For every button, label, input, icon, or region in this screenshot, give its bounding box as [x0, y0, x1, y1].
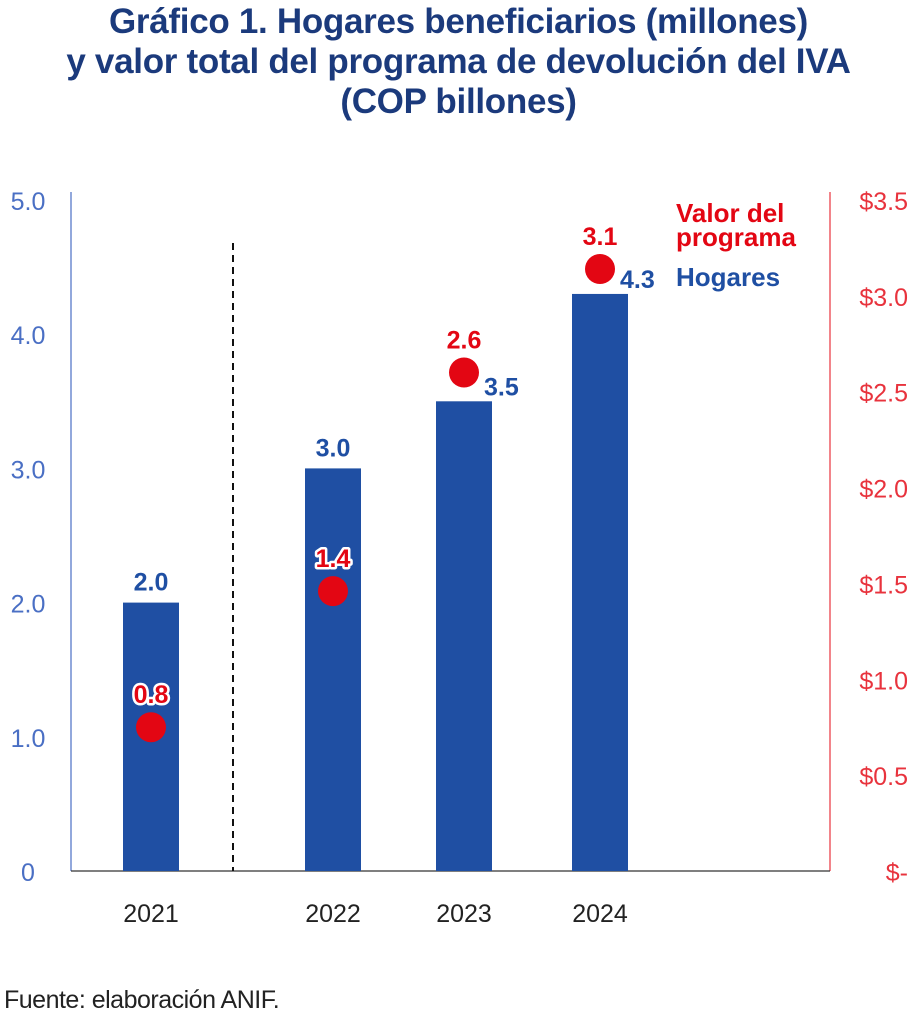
dot-label-2024: 3.1: [583, 223, 618, 251]
x-tick-label: 2024: [572, 900, 628, 928]
bar-label-2024: 4.3: [620, 266, 655, 294]
dot-valor-2024: [585, 254, 615, 285]
right-tick-label: $3.5: [859, 188, 908, 216]
x-tick-label: 2021: [123, 900, 179, 928]
legend-valor-line-1: Valor del: [676, 198, 784, 228]
axes: 0 1.0 2.0 3.0 4.0 5.0 $- $0.5 $1.0 $1.5 $2.0 $2.5 $3…: [11, 188, 908, 928]
left-tick-label: 3.0: [11, 456, 46, 484]
right-tick-label: $2.5: [859, 380, 908, 408]
bar-hogares-2023: [436, 401, 492, 871]
x-tick-label: 2023: [436, 900, 492, 928]
right-tick-label: $0.5: [859, 763, 908, 791]
bar-label-2023: 3.5: [484, 373, 519, 401]
dot-valor-2023: [449, 357, 479, 388]
left-tick-label: 1.0: [11, 725, 46, 753]
dot-valor-2022: [318, 576, 348, 607]
dot-valor-2021: [136, 712, 166, 743]
legend-hogares: Hogares: [676, 262, 780, 292]
title-line-2: y valor total del programa de devolución…: [66, 42, 851, 81]
legend-valor-line-2: programa: [676, 222, 796, 252]
dot-label-2021: 0.8: [134, 681, 169, 709]
title-line-3: (COP billones): [340, 82, 577, 121]
chart-title: Gráfico 1. Hogares beneficiarios (millon…: [0, 2, 917, 122]
left-tick-label: 0: [21, 859, 35, 887]
dots-valor: [136, 254, 615, 743]
dot-label-2023: 2.6: [447, 327, 482, 355]
source-note: Fuente: elaboración ANIF.: [4, 986, 280, 1014]
bar-label-2022: 3.0: [316, 434, 351, 462]
bars-hogares: [123, 293, 628, 871]
left-tick-label: 4.0: [11, 322, 46, 350]
left-tick-label: 2.0: [11, 591, 46, 619]
right-tick-label: $3.0: [859, 284, 908, 312]
x-tick-label: 2022: [305, 900, 361, 928]
data-labels: 2.0 3.0 3.5 4.3 0.8 1.4 2.6 3.1: [131, 223, 655, 712]
left-tick-label: 5.0: [11, 188, 46, 216]
bar-hogares-2024: [572, 293, 628, 871]
bar-label-2021: 2.0: [134, 569, 169, 597]
bar-hogares-2022: [305, 468, 361, 871]
right-tick-label: $1.5: [859, 571, 908, 599]
right-tick-label: $1.0: [859, 667, 908, 695]
title-line-1: Gráfico 1. Hogares beneficiarios (millon…: [109, 2, 808, 41]
dot-label-2022: 1.4: [316, 545, 351, 573]
right-tick-label: $2.0: [859, 476, 908, 504]
right-tick-label: $-: [886, 859, 908, 887]
